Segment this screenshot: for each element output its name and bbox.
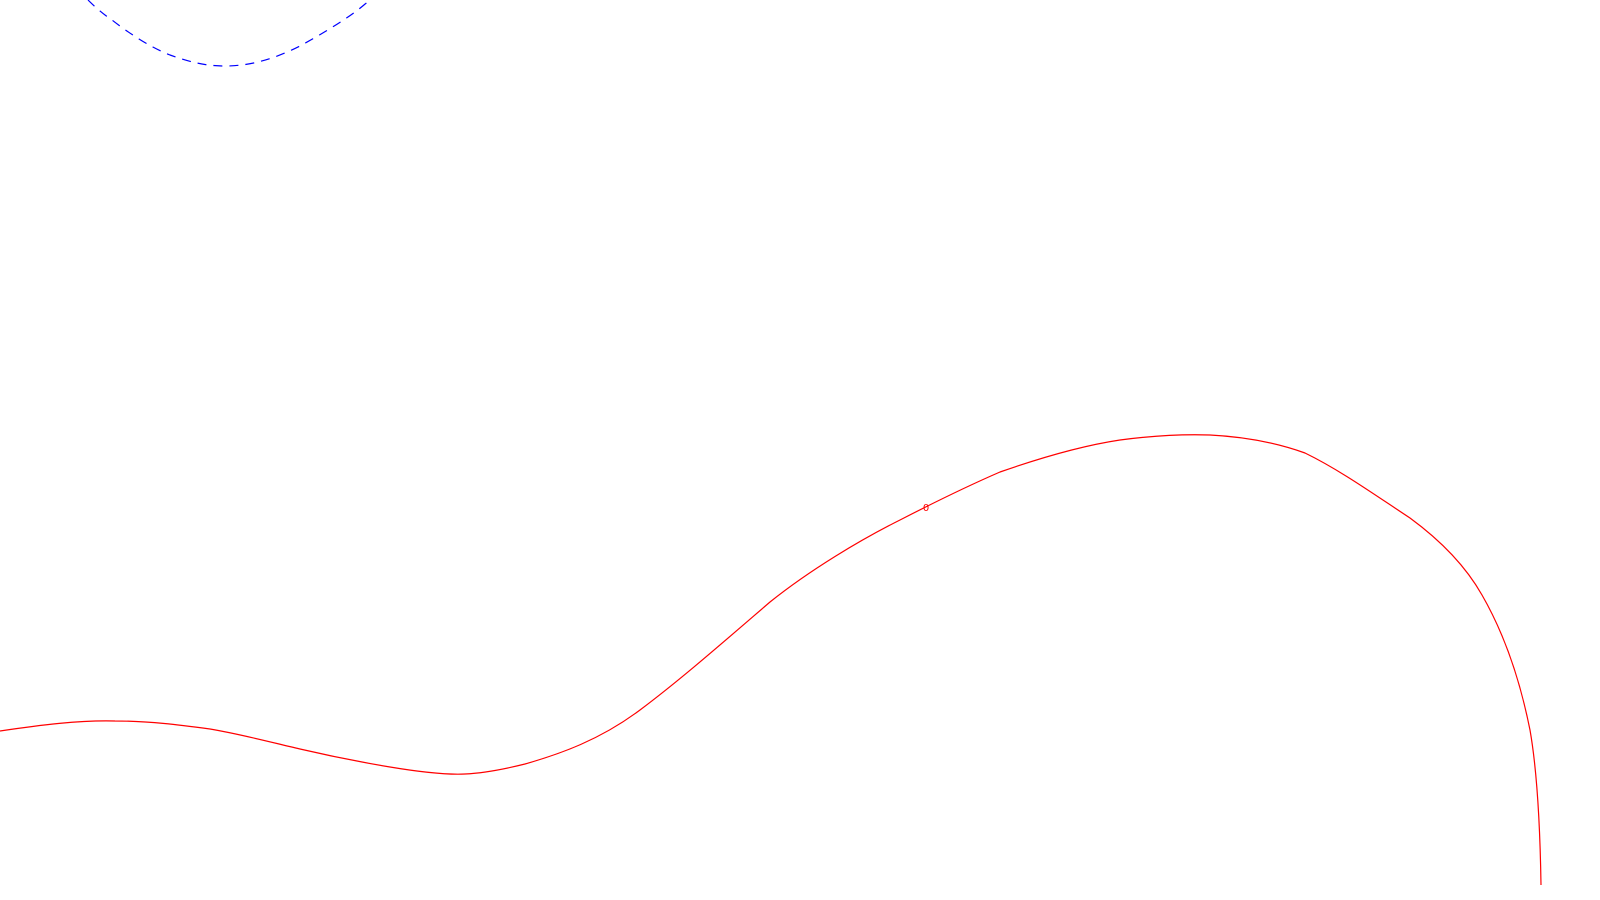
- red-contour-label: 0: [923, 503, 929, 514]
- red-contour-line: [0, 434, 1542, 886]
